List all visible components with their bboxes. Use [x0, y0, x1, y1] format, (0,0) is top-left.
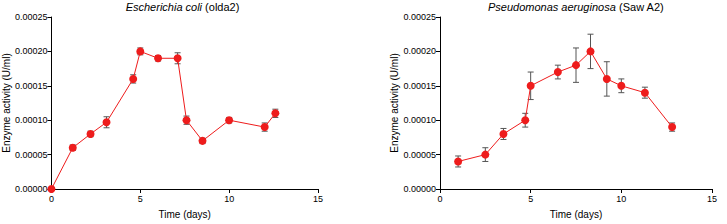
svg-text:0.00020: 0.00020 [403, 46, 436, 56]
svg-text:Enzyme activity (U/ml): Enzyme activity (U/ml) [1, 53, 12, 152]
svg-text:0.00005: 0.00005 [15, 150, 48, 160]
svg-text:10: 10 [224, 194, 234, 204]
svg-text:10: 10 [616, 194, 626, 204]
svg-text:Escherichia coli: Escherichia coli [126, 1, 203, 13]
svg-text:0.00010: 0.00010 [403, 115, 436, 125]
svg-text:0.00025: 0.00025 [15, 12, 48, 22]
svg-text:15: 15 [707, 194, 717, 204]
svg-text:0.00000: 0.00000 [15, 184, 48, 194]
svg-text:0: 0 [49, 194, 54, 204]
svg-text:Enzyme activity (U/ml): Enzyme activity (U/ml) [389, 53, 400, 152]
svg-text:0.00020: 0.00020 [15, 46, 48, 56]
svg-text:15: 15 [313, 194, 323, 204]
svg-text:Time (days): Time (days) [159, 209, 211, 220]
svg-text:0.00000: 0.00000 [403, 184, 436, 194]
svg-text:5: 5 [528, 194, 533, 204]
svg-text:0.00005: 0.00005 [403, 150, 436, 160]
svg-text:0.00015: 0.00015 [15, 81, 48, 91]
svg-text:(Saw A2): (Saw A2) [616, 1, 664, 13]
svg-text:0.00025: 0.00025 [403, 12, 436, 22]
svg-text:(olda2): (olda2) [202, 1, 239, 13]
svg-text:Pseudomonas aeruginosa: Pseudomonas aeruginosa [488, 1, 616, 13]
svg-text:5: 5 [138, 194, 143, 204]
svg-text:0: 0 [437, 194, 442, 204]
svg-text:0.00010: 0.00010 [15, 115, 48, 125]
svg-text:Time (days): Time (days) [550, 209, 602, 220]
svg-text:0.00015: 0.00015 [403, 81, 436, 91]
